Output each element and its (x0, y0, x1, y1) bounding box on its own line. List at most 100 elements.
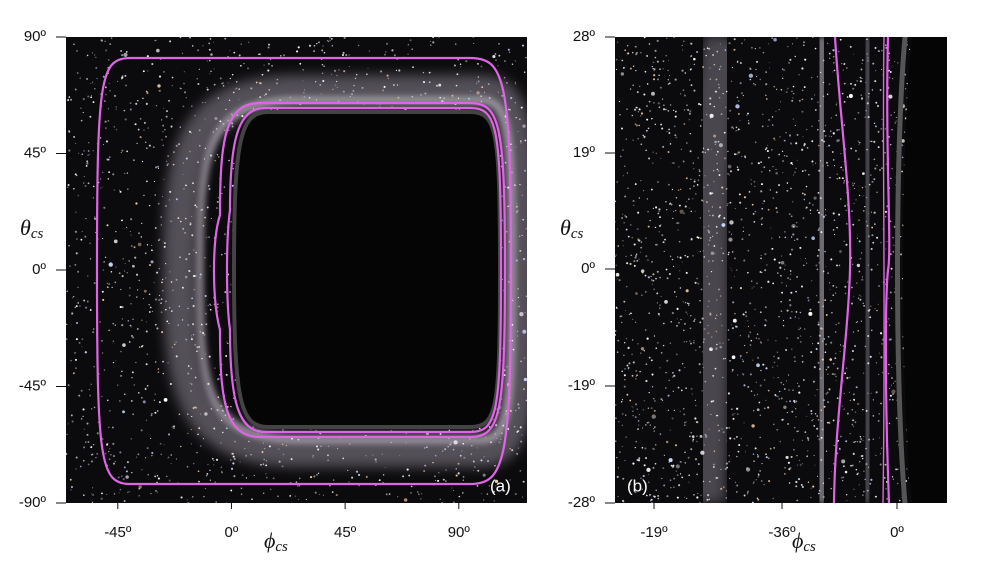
star (733, 437, 736, 440)
star (495, 59, 497, 62)
star (690, 238, 693, 241)
star (831, 151, 834, 153)
star (151, 451, 154, 454)
star (632, 462, 635, 465)
star (776, 351, 778, 353)
star (823, 130, 826, 133)
star (761, 125, 764, 128)
star (158, 401, 161, 404)
star (889, 324, 891, 326)
shadow-b (832, 37, 947, 503)
star (867, 59, 869, 62)
star (874, 167, 877, 170)
star (795, 167, 797, 169)
star (139, 136, 142, 139)
star (660, 224, 662, 226)
star (621, 370, 623, 373)
star (680, 461, 682, 463)
star (739, 201, 742, 204)
star (519, 235, 521, 237)
star (873, 122, 876, 125)
star (817, 301, 820, 304)
star (615, 264, 617, 266)
star (834, 331, 837, 333)
star (682, 363, 684, 365)
star (172, 163, 175, 166)
star (690, 387, 693, 390)
star (810, 97, 813, 100)
star (734, 153, 736, 156)
star (692, 255, 694, 257)
star (428, 71, 431, 74)
star (836, 226, 838, 229)
star (621, 321, 623, 324)
star (142, 400, 146, 404)
star (203, 333, 206, 336)
star (875, 391, 878, 394)
star (155, 39, 157, 41)
star (509, 479, 511, 481)
star (239, 64, 242, 67)
star (138, 487, 141, 490)
star (674, 115, 677, 118)
star (74, 352, 76, 354)
star (456, 73, 459, 76)
y-axis-label-main: θ (20, 215, 31, 240)
star (281, 465, 284, 468)
star (868, 183, 871, 186)
star (853, 488, 855, 491)
star (153, 281, 155, 284)
star (141, 160, 144, 163)
star (787, 461, 790, 464)
star (143, 289, 147, 293)
star (119, 190, 122, 193)
star (121, 75, 124, 77)
star (525, 56, 527, 59)
star (476, 91, 480, 95)
star (814, 412, 817, 415)
star (714, 367, 717, 370)
star (167, 456, 170, 459)
star (762, 51, 765, 54)
star (235, 87, 238, 90)
star (709, 313, 712, 316)
star (106, 286, 109, 289)
star (643, 136, 646, 139)
star (200, 445, 202, 447)
star (659, 86, 662, 89)
star (96, 432, 99, 435)
star (796, 159, 798, 161)
star (434, 479, 437, 482)
star (107, 108, 109, 110)
star (72, 297, 74, 299)
star (740, 437, 742, 440)
star (796, 275, 799, 278)
star (655, 244, 657, 246)
star (650, 407, 653, 410)
star (229, 50, 231, 52)
star (73, 187, 75, 190)
star (637, 459, 641, 462)
star (772, 497, 774, 500)
star (731, 66, 733, 69)
star (812, 164, 814, 166)
star (683, 341, 685, 343)
star (198, 144, 201, 147)
star (668, 458, 673, 463)
star (123, 109, 126, 112)
star (801, 355, 804, 357)
star (145, 102, 148, 105)
star (138, 494, 140, 497)
star (769, 447, 772, 450)
star (351, 93, 353, 96)
star (198, 345, 201, 348)
star (90, 383, 92, 385)
star (695, 193, 697, 195)
star (665, 371, 667, 374)
star (113, 189, 115, 191)
star (669, 75, 671, 77)
star (83, 150, 85, 152)
star (872, 62, 875, 65)
star (792, 97, 794, 99)
star (702, 366, 704, 369)
